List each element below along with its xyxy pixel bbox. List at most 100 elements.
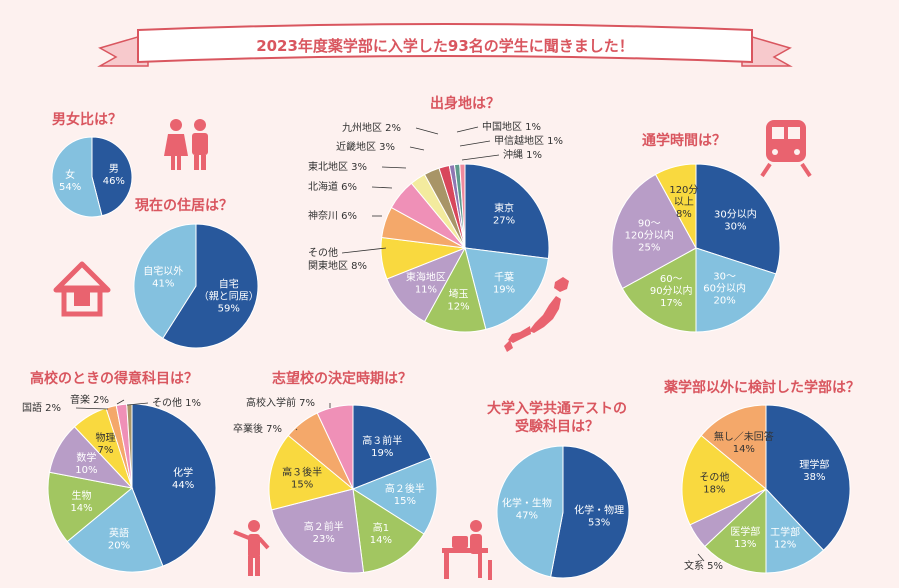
origin-leader-6 [371,186,393,189]
origin-label-7: 東北地区 3% [308,160,367,173]
commute-slice-3 [611,173,697,290]
faculty-label-4-0: その他 [699,470,729,483]
housing-label-1-1: 41% [152,278,174,289]
faculty-label-1-0: 工学部 [770,525,800,538]
origin-leader-12 [461,154,500,161]
subject-title: 高校のときの得意科目は？ [30,370,198,387]
faculty-label-0-0: 理学部 [799,458,829,471]
subject-slice-1 [66,487,164,573]
exam-label-0-1: 53% [588,517,610,528]
origin-label-6: 北海道 6% [308,180,357,193]
commute-label-3-1: 120分以内 [625,228,674,241]
commute-label-4-1: 以上 [674,196,694,208]
subject-label-1-1: 20% [108,540,130,551]
faculty-label-0-1: 38% [803,472,825,483]
exam-slice-0 [550,445,630,579]
housing-label-0-2: 59% [218,304,240,315]
decision-slice-0 [352,404,432,490]
origin-leader-11 [459,140,491,147]
commute-label-3-2: 25% [638,242,660,253]
faculty-label-5-1: 14% [733,444,755,455]
faculty-slice-2 [704,487,767,574]
commute-slice-2 [621,247,697,333]
decision-label-1-0: 高２後半 [385,482,425,495]
subject-label-4-1: 7% [98,445,114,456]
people-icon [164,119,208,170]
faculty-leader-3 [697,553,705,562]
train-icon [760,120,812,178]
decision-label-2-0: 高1 [373,521,389,534]
origin-label-12: 沖縄 1% [503,148,542,161]
exam-slice-1 [496,445,564,578]
gender-label-0-1: 46% [103,176,125,187]
housing-label-0-1: （親と同居） [199,290,259,303]
decision-slice-3 [271,488,365,574]
commute-label-4-2: 8% [676,209,692,220]
subject-label-2-1: 14% [70,503,92,514]
faculty-label-3: 文系 5% [684,559,723,572]
subject-label-5: 国語 2% [22,401,61,414]
origin-label-11: 甲信越地区 1% [494,134,563,147]
decision-label-2-1: 14% [370,535,392,546]
subject-label-4-0: 物理 [95,431,115,444]
origin-label-8: 近畿地区 3% [336,140,395,153]
japan-map-icon [504,277,569,352]
commute-label-2-1: 90分以内 [650,284,693,297]
origin-leader-7 [381,166,407,169]
origin-leader-8 [409,146,425,151]
faculty-label-1-1: 12% [774,539,796,550]
housing-slice-1 [133,223,197,340]
decision-slice-2 [352,488,425,573]
commute-title: 通学時間は？ [642,132,726,149]
commute-label-1-1: 60分以内 [703,281,746,294]
faculty-slice-0 [765,404,851,551]
subject-label-2-0: 生物 [72,489,92,502]
origin-label-2-0: 埼玉 [448,288,468,301]
gender-slice-0 [91,136,133,217]
faculty-label-4-1: 18% [703,484,725,495]
origin-slice-1 [464,247,549,330]
subject-label-1-0: 英語 [109,526,129,539]
commute-label-0-1: 30% [724,221,746,232]
decision-label-6: 高校入学前 7% [246,396,315,409]
commute-slice-0 [695,163,781,275]
gender-title: 男女比は？ [52,111,122,128]
decision-label-3-0: 高２前半 [304,520,344,533]
faculty-label-5-0: 無し／未回答 [714,430,774,443]
housing-label-1-0: 自宅以外 [143,264,183,277]
decision-label-3-1: 23% [313,534,335,545]
origin-label-1-1: 19% [493,284,515,295]
origin-slice-12 [459,163,466,249]
gender-label-1-1: 54% [59,182,81,193]
housing-slice-0 [162,223,259,349]
origin-label-3-0: 東海地区 [406,270,446,283]
origin-leader-9 [415,127,439,135]
commute-slice-4 [654,163,697,249]
exam-label-0-0: 化学・物理 [574,503,624,516]
gender-label-1-0: 女 [65,168,75,181]
commute-slice-1 [695,247,777,333]
commute-label-2-2: 17% [660,298,682,309]
commute-label-4-0: 120分 [669,184,698,196]
origin-label2-4: 関東地区 8% [308,259,367,272]
charts-layer: 男46%女54%自宅（親と同居）59%自宅以外41%東京27%千葉19%埼玉12… [22,120,851,579]
decision-label-0-1: 19% [371,448,393,459]
faculty-slice-5 [700,404,767,491]
origin-title: 出身地は？ [430,95,500,112]
subject-label-3-1: 10% [75,465,97,476]
subject-slice-0 [131,403,217,567]
faculty-slice-4 [681,434,767,526]
decision-slice-1 [351,457,438,535]
studying-student-icon [442,520,492,580]
origin-leader-10 [456,126,479,133]
subject-leader-5 [75,407,109,410]
decision-label-4-1: 15% [291,480,313,491]
origin-label-4: その他 [308,246,338,259]
subject-label-7: その他 1% [152,396,201,409]
